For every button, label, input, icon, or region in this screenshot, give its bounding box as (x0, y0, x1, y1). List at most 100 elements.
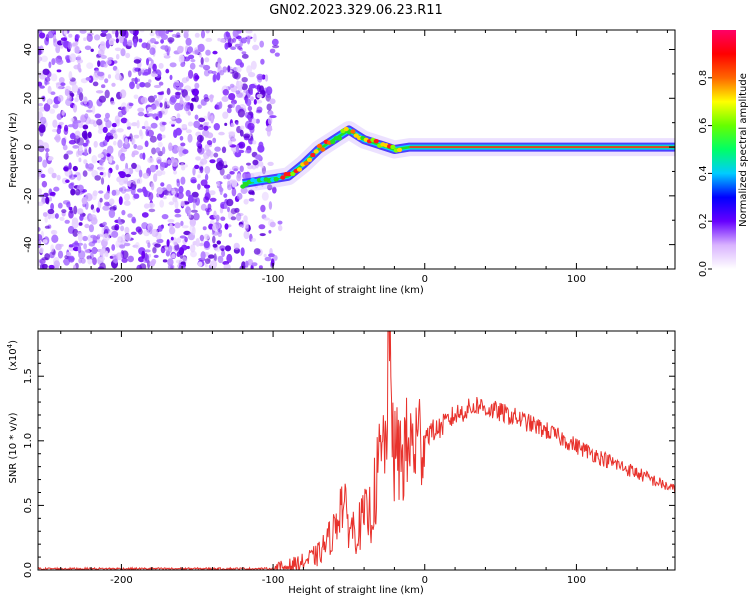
noise-speckle (118, 196, 123, 206)
noise-speckle (115, 68, 120, 75)
noise-speckle (269, 221, 276, 228)
ridge-blob (373, 139, 379, 144)
noise-speckle (136, 145, 144, 151)
noise-speckle (97, 153, 104, 159)
noise-speckle (133, 30, 137, 35)
noise-speckle (261, 191, 269, 201)
noise-speckle (253, 33, 257, 43)
noise-speckle (73, 205, 78, 215)
noise-speckle (148, 79, 152, 83)
noise-speckle (166, 184, 172, 192)
noise-speckle (230, 216, 237, 221)
noise-speckle (91, 155, 98, 164)
noise-speckle (84, 113, 89, 119)
snr-series-line (38, 331, 675, 570)
noise-speckle (143, 203, 150, 209)
noise-speckle (92, 81, 99, 87)
noise-speckle (185, 189, 191, 197)
noise-speckle (189, 102, 194, 112)
noise-speckle (174, 213, 182, 218)
noise-speckle (216, 72, 221, 81)
noise-speckle (256, 73, 264, 81)
noise-speckle (198, 64, 206, 68)
x-tick-label: -200 (110, 274, 133, 285)
noise-speckle (227, 38, 234, 45)
noise-speckle (121, 209, 126, 216)
noise-speckle (216, 181, 220, 187)
noise-speckle (223, 160, 227, 166)
noise-speckle (86, 99, 93, 109)
noise-speckle (119, 153, 126, 162)
noise-speckle (167, 30, 174, 33)
y-tick-label: 0.0 (23, 562, 34, 578)
noise-speckle (139, 82, 146, 88)
noise-speckle (99, 197, 103, 203)
noise-speckle (179, 96, 183, 105)
noise-speckle (170, 116, 176, 120)
noise-speckle (158, 30, 164, 37)
noise-speckle (97, 200, 102, 209)
noise-speckle (241, 77, 248, 83)
snr-scale-base: (x10 (8, 348, 19, 371)
noise-speckle (228, 131, 236, 136)
colorbar-label: Normalized spectral amplitude (738, 73, 749, 227)
noise-speckle (213, 152, 219, 158)
noise-speckle (125, 52, 131, 59)
noise-speckle (236, 173, 242, 182)
noise-speckle (94, 113, 102, 119)
spectrogram-frame (37, 29, 676, 270)
noise-speckle (38, 126, 46, 133)
noise-speckle (48, 264, 55, 269)
noise-speckle (137, 188, 143, 193)
noise-speckle (268, 253, 275, 258)
noise-speckle (156, 159, 162, 164)
noise-speckle (241, 51, 247, 55)
noise-speckle (65, 98, 73, 106)
noise-speckle (38, 145, 45, 153)
noise-speckle (200, 99, 207, 106)
noise-speckle (71, 217, 79, 224)
noise-speckle (98, 190, 104, 194)
noise-speckle (73, 264, 77, 269)
noise-speckle (76, 231, 83, 236)
noise-speckle (83, 37, 87, 41)
colorbar: 0.0 0.2 0.4 0.6 0.8 Normalized spectral ampl… (698, 30, 749, 277)
noise-speckle (154, 243, 161, 248)
noise-speckle (119, 30, 127, 37)
noise-speckle (243, 230, 250, 240)
noise-speckle (237, 108, 245, 118)
noise-speckle (113, 140, 117, 146)
noise-speckle (196, 134, 204, 142)
noise-speckle (149, 164, 157, 173)
noise-speckle (160, 39, 165, 44)
noise-speckle (71, 84, 79, 93)
noise-speckle (200, 30, 206, 39)
noise-speckle (49, 108, 56, 114)
noise-speckle (72, 165, 78, 172)
noise-speckle (149, 135, 157, 143)
noise-speckle (71, 42, 78, 47)
noise-speckle (63, 127, 69, 135)
noise-speckle (227, 180, 231, 188)
noise-speckle (252, 44, 260, 51)
noise-speckle (115, 38, 119, 44)
noise-speckle (49, 191, 56, 196)
noise-speckle (158, 62, 164, 69)
noise-speckle (122, 142, 131, 149)
noise-speckle (176, 146, 184, 152)
noise-speckle (50, 91, 56, 95)
noise-speckle (190, 209, 198, 213)
noise-speckle (219, 38, 226, 43)
noise-speckle (190, 250, 197, 258)
noise-speckle (42, 159, 48, 168)
noise-speckle (115, 252, 123, 261)
noise-speckle (231, 179, 238, 188)
noise-speckle (61, 137, 67, 146)
spectrogram-noise (38, 30, 283, 269)
noise-speckle (204, 144, 210, 152)
noise-speckle (38, 156, 43, 163)
noise-speckle (233, 168, 238, 172)
noise-speckle (66, 251, 72, 257)
noise-speckle (233, 72, 241, 80)
noise-speckle (108, 135, 114, 140)
